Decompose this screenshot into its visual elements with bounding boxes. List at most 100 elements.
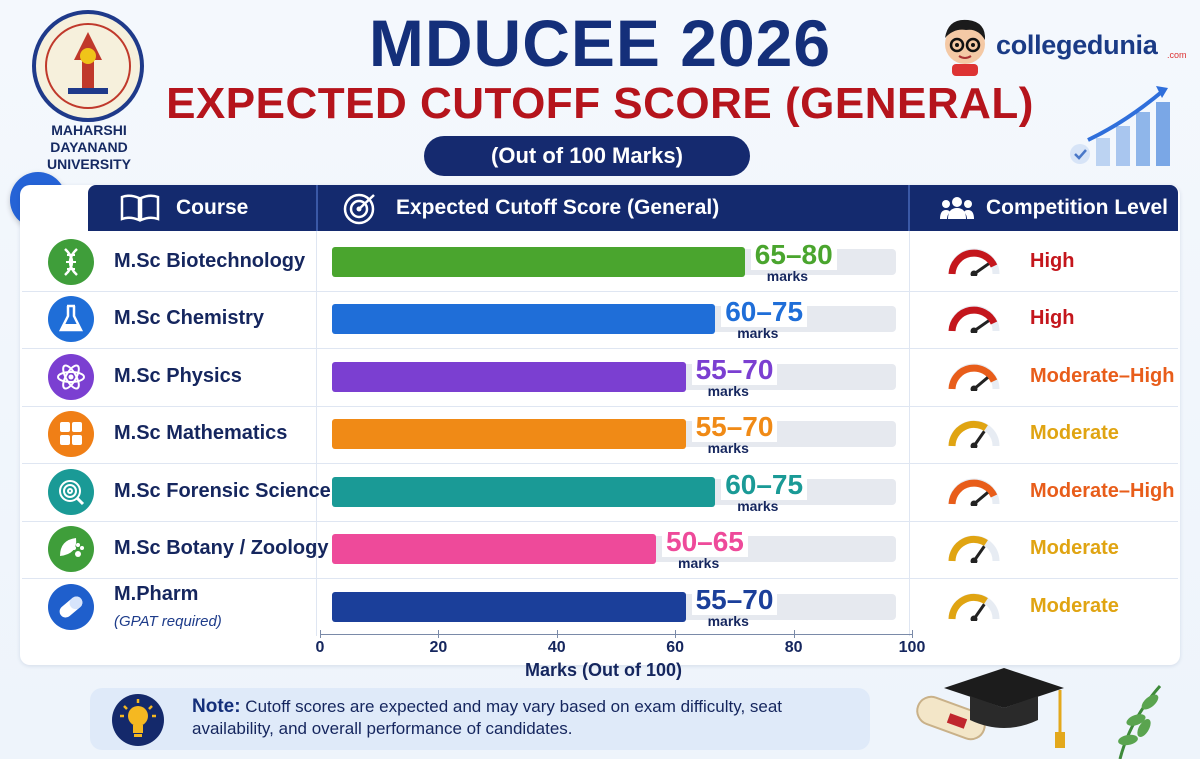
gauge-icon xyxy=(948,535,1000,564)
capsule-icon xyxy=(48,583,94,630)
note-text: Note: Cutoff scores are expected and may… xyxy=(192,696,852,740)
cutoff-bar xyxy=(332,304,716,335)
x-tick-label: 0 xyxy=(315,639,325,656)
course-label: M.Sc Forensic Science xyxy=(114,479,331,502)
range-label: 50–65 xyxy=(662,527,748,558)
range-unit: marks xyxy=(766,267,809,284)
university-name-line2: UNIVERSITY xyxy=(46,156,131,172)
gauge-icon xyxy=(948,363,1000,391)
x-axis-line xyxy=(320,634,912,635)
course-label: M.Sc Mathematics xyxy=(114,422,288,445)
note-box: Note: Cutoff scores are expected and may… xyxy=(90,688,870,750)
book-icon xyxy=(120,194,160,222)
row-divider xyxy=(22,405,1178,407)
university-seal-icon xyxy=(32,10,144,122)
university-name-line1: MAHARSHI DAYANAND xyxy=(50,122,128,155)
calculator-icon xyxy=(48,411,94,458)
course-label: M.Sc Chemistry xyxy=(114,307,265,330)
university-name: MAHARSHI DAYANAND UNIVERSITY xyxy=(14,122,164,173)
page-subtitle: EXPECTED CUTOFF SCORE (GENERAL) xyxy=(166,79,1034,128)
cutoff-bar xyxy=(332,534,656,565)
header-divider xyxy=(316,185,318,231)
competition-label: Moderate xyxy=(1030,422,1119,445)
range-label: 55–70 xyxy=(691,584,778,615)
header-course: Course xyxy=(176,196,249,219)
header-cutoff: Expected Cutoff Score (General) xyxy=(396,196,720,219)
table-header: Course Expected Cutoff Score (General) C… xyxy=(88,185,1178,231)
x-tick-mark xyxy=(793,630,795,638)
range-label: 60–75 xyxy=(721,297,808,328)
gauge-icon xyxy=(948,593,1000,621)
cutoff-bar xyxy=(332,591,686,622)
course-note: (GPAT required) xyxy=(114,612,222,630)
fingerprint-icon xyxy=(48,468,94,515)
course-label: M.Sc Biotechnology xyxy=(114,249,306,272)
row-divider xyxy=(22,290,1178,292)
university-logo: 1976 xyxy=(22,10,172,160)
x-tick-label: 60 xyxy=(666,639,685,656)
x-tick-mark xyxy=(320,630,321,638)
x-tick-mark xyxy=(912,630,913,638)
row-divider xyxy=(22,463,1178,464)
leaf-paw-icon xyxy=(48,526,94,573)
header-competition: Competition Level xyxy=(986,196,1169,219)
gauge-icon xyxy=(948,478,1000,506)
x-tick-mark xyxy=(438,630,440,638)
growth-chart-icon xyxy=(1070,86,1170,166)
competition-label: Moderate xyxy=(1030,537,1119,560)
competition-label: Moderate–High xyxy=(1030,479,1175,502)
cutoff-bar xyxy=(332,361,686,392)
gauge-icon xyxy=(948,420,1000,449)
gauge-icon xyxy=(948,305,1000,334)
x-tick-label: 40 xyxy=(547,639,566,656)
range-unit: marks xyxy=(707,612,749,629)
course-label: M.Sc Physics xyxy=(114,364,242,387)
range-unit: marks xyxy=(707,440,749,457)
competition-label: Moderate–High xyxy=(1030,364,1175,387)
x-tick-mark xyxy=(556,630,558,638)
mascot-icon xyxy=(945,19,986,76)
gauge-icon xyxy=(948,248,1000,276)
brand-logo: collegedunia .com xyxy=(938,12,1188,82)
note-label: Note: xyxy=(192,696,241,717)
brand-name: collegedunia xyxy=(996,30,1158,60)
range-label: 55–70 xyxy=(691,354,778,385)
range-label: 55–70 xyxy=(691,412,778,443)
header-divider xyxy=(908,185,910,231)
graduation-cap-icon xyxy=(916,668,1065,748)
range-unit: marks xyxy=(737,497,779,514)
competition-label: High xyxy=(1030,307,1075,330)
lightbulb-icon xyxy=(112,694,164,746)
x-axis-title: Marks (Out of 100) xyxy=(525,660,683,680)
cutoff-bar xyxy=(332,246,745,277)
range-unit: marks xyxy=(707,382,749,399)
column-divider xyxy=(909,231,910,636)
competition-label: Moderate xyxy=(1030,594,1119,617)
range-label: 65–80 xyxy=(750,239,837,270)
brand-suffix: .com xyxy=(1167,50,1187,60)
range-label: 60–75 xyxy=(721,469,808,500)
note-body: Cutoff scores are expected and may vary … xyxy=(192,697,783,738)
range-unit: marks xyxy=(737,325,779,342)
dna-icon xyxy=(48,238,94,285)
range-unit: marks xyxy=(678,555,720,572)
competition-label: High xyxy=(1030,249,1075,272)
column-divider xyxy=(316,231,317,636)
row-divider xyxy=(22,578,1178,579)
row-divider xyxy=(22,520,1178,522)
target-icon xyxy=(343,193,375,225)
x-tick-label: 20 xyxy=(429,639,448,656)
course-label: M.Sc Botany / Zoology xyxy=(114,537,329,560)
leaf-icon xyxy=(1118,685,1162,759)
course-label: M.Pharm xyxy=(114,582,199,605)
cutoff-bar xyxy=(332,476,716,507)
users-icon xyxy=(940,197,974,219)
x-tick-label: 80 xyxy=(784,639,803,656)
row-divider xyxy=(22,348,1178,349)
marks-pill: (Out of 100 Marks) xyxy=(424,136,750,176)
page-title: MDUCEE 2026 xyxy=(368,6,832,80)
cutoff-bar xyxy=(332,419,686,450)
x-tick-label: 100 xyxy=(898,639,926,656)
atom-icon xyxy=(48,353,94,400)
flask-icon xyxy=(48,296,94,343)
